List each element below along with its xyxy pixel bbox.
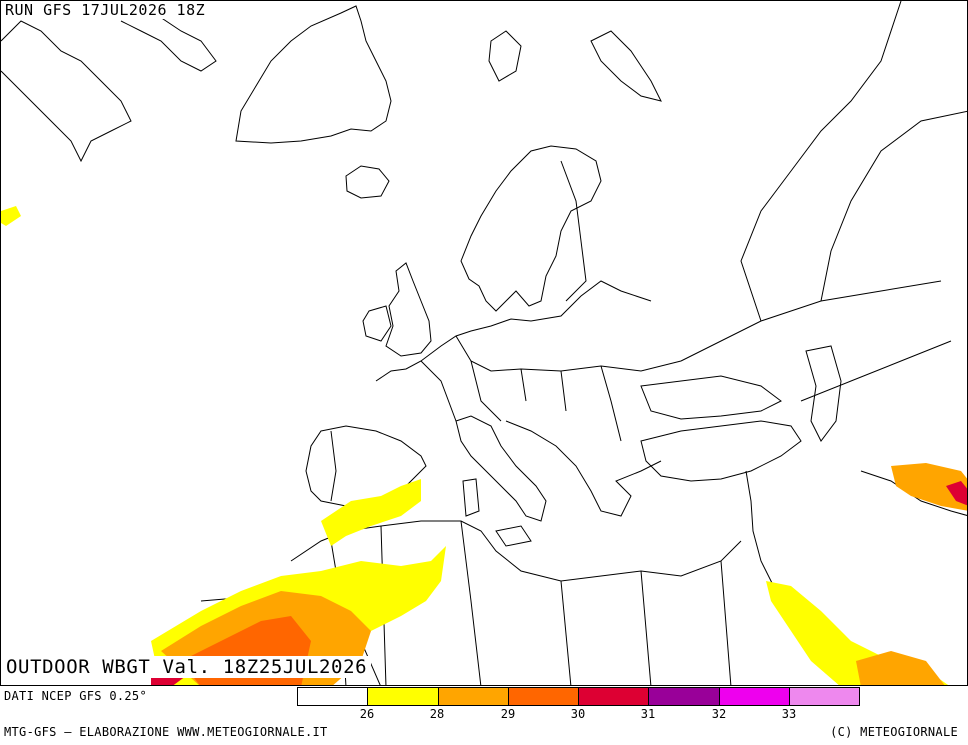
wbgt-26-28-redsea (766, 581, 949, 685)
legend-box (789, 688, 859, 705)
map-canvas (1, 1, 967, 685)
wbgt-26-28-atlantic (1, 206, 21, 226)
data-source-label: DATI NCEP GFS 0.25° (4, 689, 147, 703)
persian-gulf (860, 470, 967, 516)
iceland-coast (345, 165, 390, 199)
legend-box (368, 688, 439, 705)
greenland-coast (235, 5, 392, 144)
scandinavia-coast (460, 145, 602, 312)
ireland-coast (362, 305, 392, 342)
color-legend (297, 687, 860, 706)
baffin-coast (1, 20, 132, 163)
balkan-coast (505, 420, 662, 517)
legend-threshold-label: 29 (500, 707, 516, 721)
novaya-zemlya-coast (590, 30, 662, 102)
variable-title: OUTDOOR WBGT Val. 18Z25JUL2026 (5, 656, 372, 678)
legend-threshold-label: 26 (359, 707, 375, 721)
run-title: RUN GFS 17JUL2026 18Z (5, 1, 209, 19)
legend-threshold-label: 32 (711, 707, 727, 721)
wbgt-shading (1, 206, 967, 685)
black-sea-coast (640, 375, 782, 420)
weather-map: RUN GFS 17JUL2026 18Z OUTDOOR WBGT Val. … (0, 0, 968, 686)
legend-box (579, 688, 650, 705)
caspian-coast (805, 345, 842, 442)
sardinia-coast (462, 478, 480, 517)
italy-coast (455, 415, 547, 522)
wbgt-28-29-yemen (856, 651, 945, 685)
legend-box (649, 688, 720, 705)
legend-box (508, 688, 579, 705)
britain-coast (385, 262, 432, 357)
turkey-coast (640, 420, 802, 482)
wbgt-26-28-algeria (321, 479, 421, 546)
legend-box (719, 688, 790, 705)
legend-threshold-label: 28 (429, 707, 445, 721)
wbgt-28-29-gulf (891, 463, 967, 511)
legend-threshold-label: 30 (570, 707, 586, 721)
copyright-label: (C) METEOGIORNALE (830, 725, 958, 739)
legend-box (298, 688, 369, 705)
svalbard-coast (488, 30, 522, 82)
legend-threshold-label: 33 (781, 707, 797, 721)
portugal-border (330, 430, 337, 502)
europe-coast (375, 280, 652, 382)
legend-threshold-label: 31 (640, 707, 656, 721)
finland-border (560, 160, 587, 302)
sicily-coast (495, 525, 532, 547)
wbgt-30-31-gulf (946, 481, 967, 506)
legend-box (438, 688, 509, 705)
labrador-coast (120, 1, 217, 72)
elaboration-credit: MTG-GFS — ELABORAZIONE WWW.METEOGIORNALE… (4, 725, 328, 739)
